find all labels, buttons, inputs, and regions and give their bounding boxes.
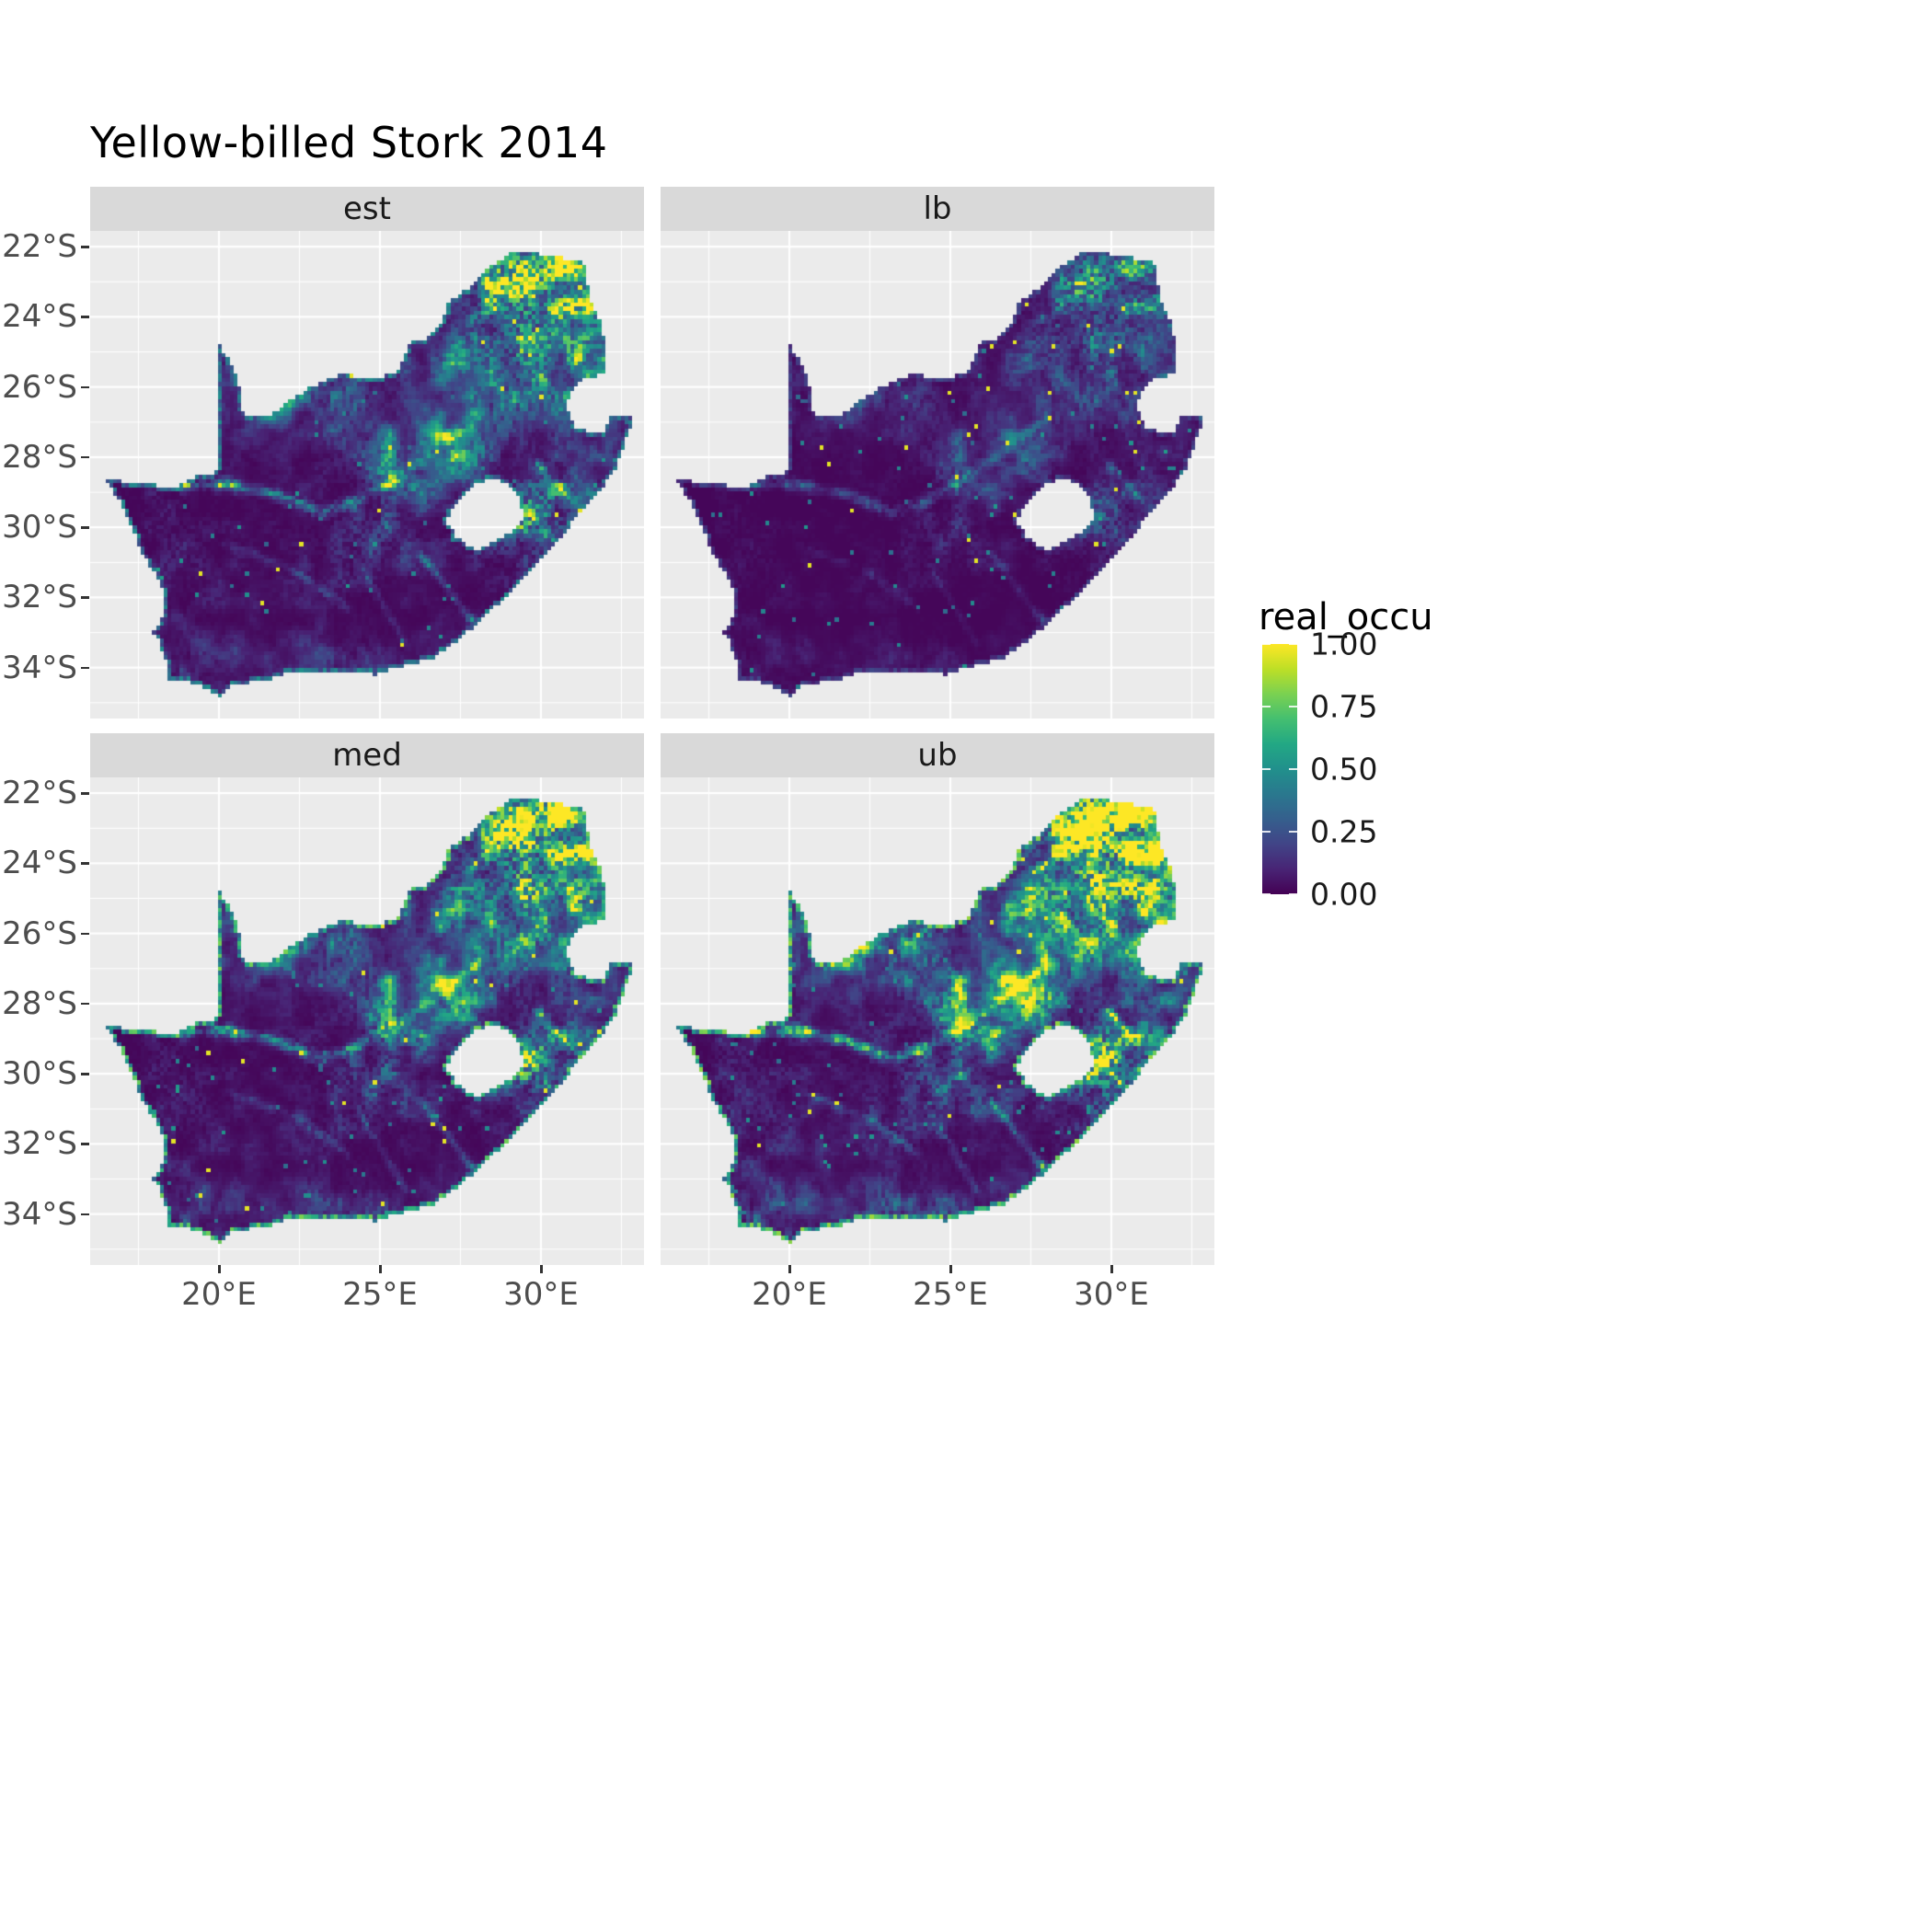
y-tick-mark — [81, 792, 89, 795]
x-tick-label: 30°E — [1074, 1276, 1149, 1313]
x-tick-label: 30°E — [503, 1276, 579, 1313]
legend-tick-mark — [1289, 643, 1297, 645]
legend-tick-mark — [1262, 831, 1271, 833]
y-tick-mark — [81, 1213, 89, 1216]
facet-strip-med: med — [90, 733, 644, 777]
y-tick-label: 22°S — [2, 775, 77, 812]
x-tick-mark — [1110, 1265, 1113, 1273]
facet-label: med — [332, 737, 402, 774]
y-tick-mark — [81, 316, 89, 318]
legend-tick-label: 0.75 — [1310, 688, 1378, 725]
y-tick-mark — [81, 1073, 89, 1075]
facet-label: est — [343, 190, 391, 227]
facet-strip-est: est — [90, 187, 644, 231]
x-tick-label: 25°E — [913, 1276, 988, 1313]
y-tick-label: 24°S — [2, 298, 77, 336]
y-tick-mark — [81, 385, 89, 389]
y-tick-label: 22°S — [2, 228, 77, 266]
y-tick-label: 26°S — [2, 368, 77, 406]
x-tick-label: 25°E — [342, 1276, 418, 1313]
map-panel-lb — [661, 231, 1214, 719]
legend-tick-mark — [1262, 893, 1271, 895]
y-tick-mark — [81, 455, 89, 459]
x-tick-mark — [949, 1265, 952, 1273]
y-tick-mark — [81, 666, 89, 670]
y-tick-label: 32°S — [2, 1125, 77, 1163]
legend-tick-label: 1.00 — [1310, 626, 1378, 662]
y-tick-label: 30°S — [2, 509, 77, 546]
y-tick-mark — [81, 526, 89, 529]
facet-strip-lb: lb — [661, 187, 1214, 231]
facet-strip-ub: ub — [661, 733, 1214, 777]
x-tick-mark — [379, 1265, 382, 1273]
legend-tick-mark — [1262, 643, 1271, 645]
legend-tick-mark — [1289, 831, 1297, 833]
y-tick-mark — [81, 596, 89, 599]
x-tick-label: 20°E — [752, 1276, 827, 1313]
legend-title: real_occu — [1259, 596, 1433, 638]
facet-label: lb — [923, 190, 952, 227]
map-panel-med — [90, 777, 644, 1265]
legend-tick-mark — [1262, 706, 1271, 707]
y-tick-label: 28°S — [2, 984, 77, 1022]
map-panel-ub — [661, 777, 1214, 1265]
y-tick-label: 26°S — [2, 914, 77, 952]
x-tick-mark — [788, 1265, 791, 1273]
y-tick-mark — [81, 862, 89, 865]
y-tick-label: 30°S — [2, 1055, 77, 1093]
legend-tick-mark — [1289, 768, 1297, 770]
map-panel-est — [90, 231, 644, 719]
legend-tick-mark — [1262, 768, 1271, 770]
y-tick-mark — [81, 1002, 89, 1006]
legend-tick-mark — [1289, 706, 1297, 707]
y-tick-label: 28°S — [2, 438, 77, 476]
y-tick-label: 34°S — [2, 649, 77, 686]
x-tick-mark — [540, 1265, 543, 1273]
x-tick-mark — [218, 1265, 221, 1273]
y-tick-mark — [81, 932, 89, 936]
legend-tick-mark — [1289, 893, 1297, 895]
x-tick-label: 20°E — [181, 1276, 257, 1313]
plot-title: Yellow-billed Stork 2014 — [90, 118, 608, 167]
y-tick-mark — [81, 246, 89, 248]
y-tick-label: 24°S — [2, 845, 77, 882]
y-tick-mark — [81, 1143, 89, 1145]
y-tick-label: 34°S — [2, 1195, 77, 1233]
legend-tick-label: 0.00 — [1310, 876, 1378, 913]
legend-tick-label: 0.50 — [1310, 751, 1378, 788]
legend-tick-label: 0.25 — [1310, 813, 1378, 850]
facet-label: ub — [917, 737, 958, 774]
y-tick-label: 32°S — [2, 579, 77, 616]
